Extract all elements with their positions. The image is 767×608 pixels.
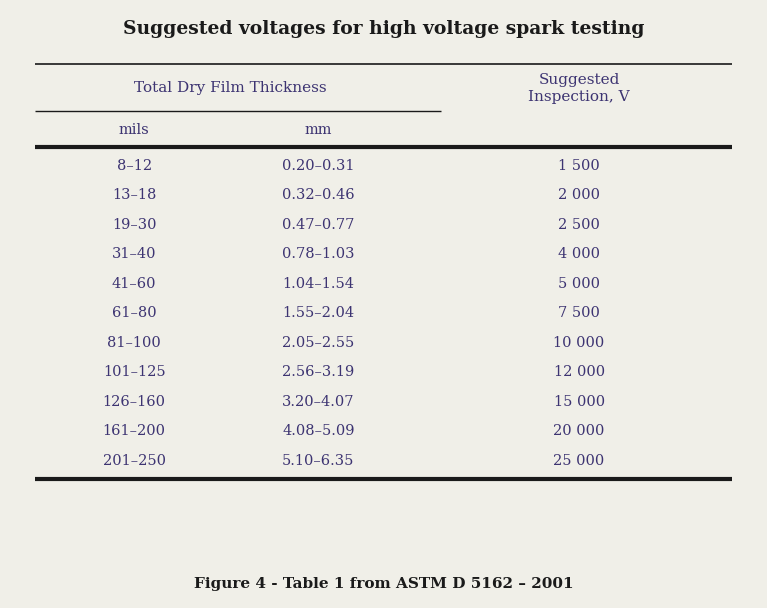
- Text: 201–250: 201–250: [103, 454, 166, 468]
- Text: 0.20–0.31: 0.20–0.31: [282, 159, 354, 173]
- Text: 81–100: 81–100: [107, 336, 161, 350]
- Text: 126–160: 126–160: [103, 395, 166, 409]
- Text: 20 000: 20 000: [554, 424, 604, 438]
- Text: 7 500: 7 500: [558, 306, 600, 320]
- Text: 2.05–2.55: 2.05–2.55: [282, 336, 354, 350]
- Text: 1.55–2.04: 1.55–2.04: [282, 306, 354, 320]
- Text: mm: mm: [304, 122, 332, 137]
- Text: 5.10–6.35: 5.10–6.35: [282, 454, 354, 468]
- Text: 5 000: 5 000: [558, 277, 600, 291]
- Text: 1.04–1.54: 1.04–1.54: [282, 277, 354, 291]
- Text: 41–60: 41–60: [112, 277, 156, 291]
- Text: 19–30: 19–30: [112, 218, 156, 232]
- Text: 2 500: 2 500: [558, 218, 600, 232]
- Text: 8–12: 8–12: [117, 159, 152, 173]
- Text: 10 000: 10 000: [554, 336, 604, 350]
- Text: 13–18: 13–18: [112, 188, 156, 202]
- Text: 2.56–3.19: 2.56–3.19: [282, 365, 354, 379]
- Text: 3.20–4.07: 3.20–4.07: [282, 395, 354, 409]
- Text: 101–125: 101–125: [103, 365, 166, 379]
- Text: 31–40: 31–40: [112, 247, 156, 261]
- Text: 1 500: 1 500: [558, 159, 600, 173]
- Text: 12 000: 12 000: [554, 365, 604, 379]
- Text: 161–200: 161–200: [103, 424, 166, 438]
- Text: 4.08–5.09: 4.08–5.09: [282, 424, 354, 438]
- Text: 4 000: 4 000: [558, 247, 600, 261]
- Text: 25 000: 25 000: [554, 454, 604, 468]
- Text: Figure 4 - Table 1 from ASTM D 5162 – 2001: Figure 4 - Table 1 from ASTM D 5162 – 20…: [194, 576, 573, 591]
- Text: 0.78–1.03: 0.78–1.03: [282, 247, 354, 261]
- Text: 0.47–0.77: 0.47–0.77: [282, 218, 354, 232]
- Text: Suggested
Inspection, V: Suggested Inspection, V: [528, 72, 630, 104]
- Text: Total Dry Film Thickness: Total Dry Film Thickness: [133, 81, 327, 95]
- Text: 15 000: 15 000: [554, 395, 604, 409]
- Text: Suggested voltages for high voltage spark testing: Suggested voltages for high voltage spar…: [123, 20, 644, 38]
- Text: 61–80: 61–80: [112, 306, 156, 320]
- Text: 2 000: 2 000: [558, 188, 600, 202]
- Text: 0.32–0.46: 0.32–0.46: [282, 188, 354, 202]
- Text: mils: mils: [119, 122, 150, 137]
